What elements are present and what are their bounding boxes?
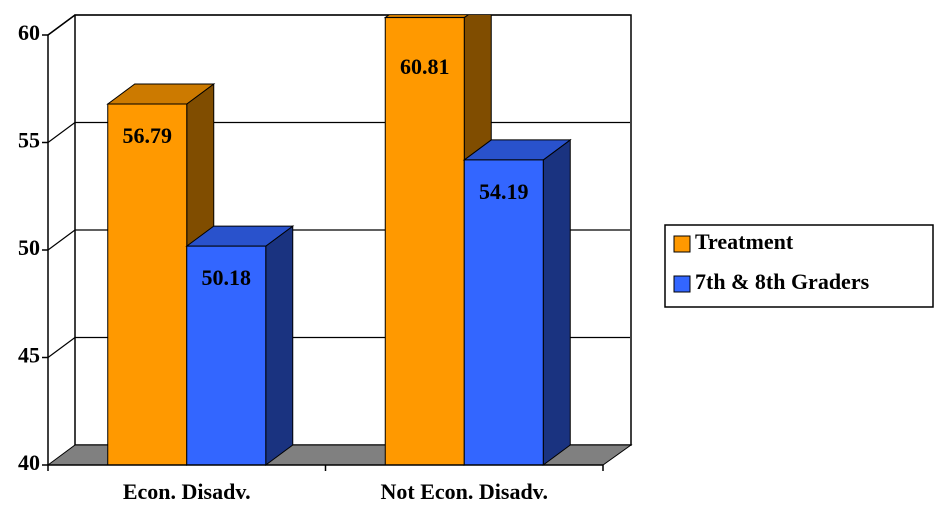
y-tick-label: 50: [18, 235, 40, 260]
data-label: 54.19: [479, 179, 529, 204]
legend-swatch: [673, 235, 691, 253]
legend-label: Treatment: [695, 229, 794, 254]
bar-front: [107, 103, 188, 466]
data-label: 50.18: [202, 265, 252, 290]
bar-front: [463, 159, 544, 466]
data-label: 56.79: [123, 123, 173, 148]
bar: [462, 138, 572, 466]
bar-side: [542, 138, 571, 466]
bar-side: [265, 225, 294, 466]
legend-label: 7th & 8th Graders: [695, 269, 870, 294]
x-tick-label: Not Econ. Disadv.: [381, 479, 548, 504]
bar-front: [186, 245, 267, 466]
bar: [185, 225, 295, 466]
bar: [383, 15, 493, 466]
x-tick-label: Econ. Disadv.: [123, 479, 251, 504]
grid-line: [47, 337, 76, 358]
grid-line: [47, 14, 76, 36]
legend-swatch: [673, 275, 691, 293]
y-tick-label: 40: [18, 450, 40, 475]
y-tick-label: 45: [18, 343, 40, 368]
grid-line: [47, 229, 76, 251]
y-tick-label: 55: [18, 128, 40, 153]
legend: [664, 224, 934, 308]
y-tick-label: 60: [18, 20, 40, 45]
bar-front: [384, 17, 465, 466]
grid-line: [47, 122, 76, 143]
data-label: 60.81: [400, 54, 450, 79]
